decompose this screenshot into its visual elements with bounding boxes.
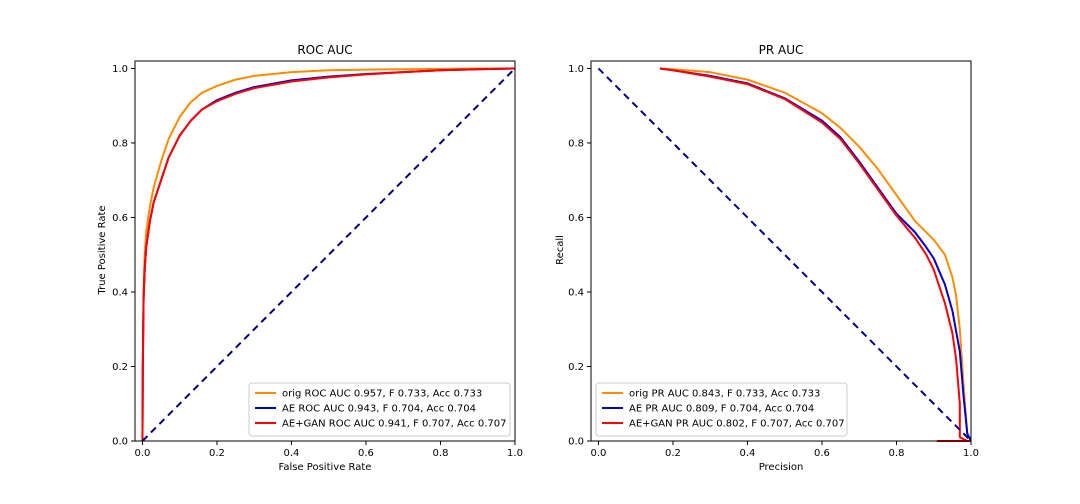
pr-legend: orig PR AUC 0.843, F 0.733, Acc 0.733 AE … [595,382,848,437]
roc-chance-line [141,67,516,442]
pr-xtick-label: 0.6 [814,448,830,459]
roc-panel: ROC AUC False Positive Rate True Positiv… [97,43,523,473]
roc-legend-label: orig ROC AUC 0.957, F 0.733, Acc 0.733 [282,389,482,400]
pr-ytick-label: 1.0 [568,64,584,75]
roc-series-line-0 [141,67,515,442]
pr-ylabel: Recall [555,235,566,265]
pr-ticks-group: 0.0 0.2 0.4 0.6 0.8 1.0 0.0 0.2 0.4 0.6 0.8 1.0 [568,64,979,459]
roc-series-line-2 [141,67,516,442]
roc-xtick-label: 0.2 [209,448,225,459]
pr-series-group [597,67,972,442]
roc-xtick-label: 0.6 [358,448,374,459]
roc-ytick-label: 0.8 [112,138,128,149]
pr-chance-line [597,67,972,442]
pr-axes-frame [590,60,972,442]
pr-xtick-label: 0.4 [740,448,756,459]
pr-ytick-label: 0.4 [568,287,584,298]
pr-legend-label: AE PR AUC 0.809, F 0.704, Acc 0.704 [629,404,814,415]
roc-legend-label: AE ROC AUC 0.943, F 0.704, Acc 0.704 [282,404,476,415]
roc-title: ROC AUC [297,43,352,57]
roc-ytick-label: 1.0 [112,64,128,75]
roc-xlabel: False Positive Rate [279,462,372,473]
pr-legend-label: orig PR AUC 0.843, F 0.733, Acc 0.733 [629,389,820,400]
pr-xtick-label: 0.2 [665,448,681,459]
pr-legend-label: AE+GAN PR AUC 0.802, F 0.707, Acc 0.707 [629,419,845,430]
roc-legend: orig ROC AUC 0.957, F 0.733, Acc 0.733 AE… [248,382,511,437]
pr-legend-box [595,382,848,437]
pr-series-line-2 [659,67,971,442]
roc-xtick-label: 0.4 [284,448,300,459]
roc-ytick-label: 0.0 [112,437,128,448]
roc-axes-frame [134,60,516,442]
pr-title: PR AUC [759,43,804,57]
roc-ylabel: True Positive Rate [97,205,108,295]
pr-xlabel: Precision [759,462,804,473]
roc-legend-box [248,382,511,437]
roc-ytick-label: 0.6 [112,213,128,224]
roc-xtick-label: 0.0 [134,448,150,459]
pr-panel: PR AUC Precision Recall 0.0 0.2 0.4 0.6 0.8 1… [555,43,979,473]
roc-series-group [141,67,516,442]
roc-xtick-label: 1.0 [507,448,523,459]
pr-ytick-label: 0.6 [568,213,584,224]
pr-ytick-label: 0.0 [568,437,584,448]
pr-xtick-label: 1.0 [963,448,979,459]
roc-legend-label: AE+GAN ROC AUC 0.941, F 0.707, Acc 0.707 [282,419,506,430]
pr-ytick-label: 0.2 [568,362,584,373]
roc-xtick-label: 0.8 [433,448,449,459]
pr-xtick-label: 0.8 [889,448,905,459]
roc-ytick-label: 0.2 [112,362,128,373]
pr-ytick-label: 0.8 [568,138,584,149]
pr-xtick-label: 0.0 [590,448,606,459]
pr-series-line-0 [659,67,972,442]
roc-ytick-label: 0.4 [112,287,128,298]
roc-ticks-group: 0.0 0.2 0.4 0.6 0.8 1.0 0.0 0.2 0.4 0.6 0.8 1.0 [112,64,523,459]
